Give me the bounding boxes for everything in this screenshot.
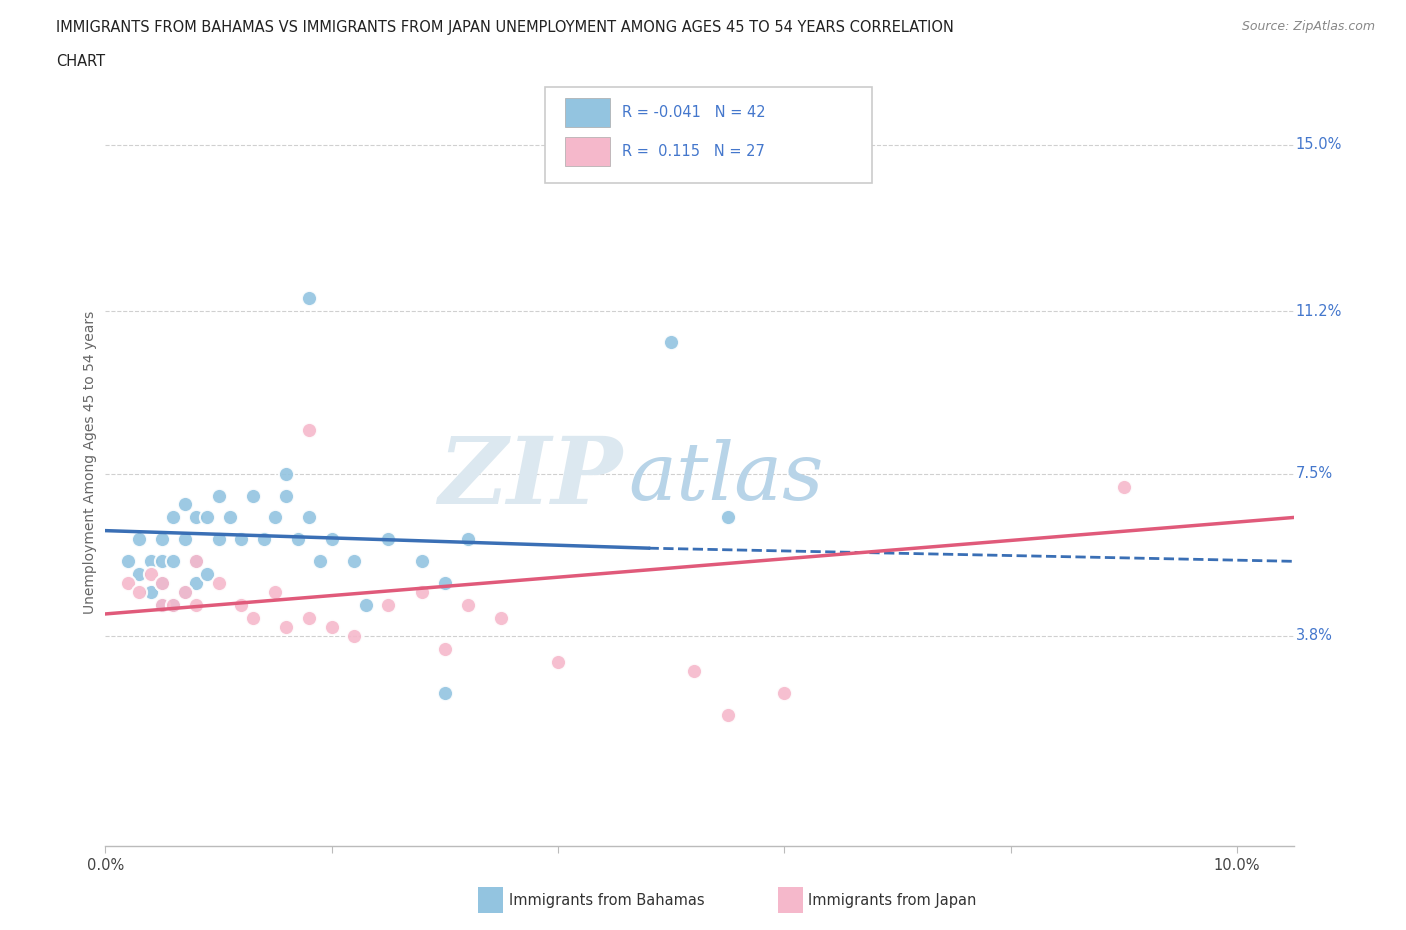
Point	[411, 554, 433, 569]
Point	[343, 629, 366, 644]
Point	[242, 611, 264, 626]
Point	[433, 642, 456, 657]
Point	[117, 554, 139, 569]
Point	[321, 619, 343, 634]
Text: atlas: atlas	[628, 439, 824, 517]
Point	[773, 685, 796, 700]
Text: 3.8%: 3.8%	[1296, 629, 1333, 644]
Point	[128, 585, 150, 600]
Point	[298, 611, 321, 626]
Point	[231, 532, 253, 547]
Point	[184, 576, 207, 591]
Point	[207, 488, 229, 503]
Text: IMMIGRANTS FROM BAHAMAS VS IMMIGRANTS FROM JAPAN UNEMPLOYMENT AMONG AGES 45 TO 5: IMMIGRANTS FROM BAHAMAS VS IMMIGRANTS FR…	[56, 20, 955, 35]
Point	[195, 567, 218, 582]
Point	[276, 619, 298, 634]
Point	[184, 598, 207, 613]
Point	[184, 554, 207, 569]
Point	[457, 598, 479, 613]
Point	[242, 488, 264, 503]
FancyBboxPatch shape	[565, 137, 610, 166]
Text: Immigrants from Bahamas: Immigrants from Bahamas	[509, 893, 704, 908]
Text: 11.2%: 11.2%	[1296, 304, 1343, 319]
Point	[128, 532, 150, 547]
Point	[219, 510, 242, 525]
Point	[139, 567, 162, 582]
Point	[298, 422, 321, 437]
Text: Source: ZipAtlas.com: Source: ZipAtlas.com	[1241, 20, 1375, 33]
Point	[298, 510, 321, 525]
Point	[717, 510, 740, 525]
Point	[377, 532, 399, 547]
Point	[231, 598, 253, 613]
Point	[264, 585, 287, 600]
Text: ZIP: ZIP	[439, 433, 623, 523]
Point	[411, 585, 433, 600]
FancyBboxPatch shape	[546, 86, 872, 182]
Point	[162, 554, 184, 569]
Point	[150, 598, 173, 613]
Text: CHART: CHART	[56, 54, 105, 69]
Point	[150, 598, 173, 613]
Text: R =  0.115   N = 27: R = 0.115 N = 27	[623, 143, 765, 159]
Point	[139, 554, 162, 569]
Point	[253, 532, 276, 547]
Point	[276, 466, 298, 481]
Text: 7.5%: 7.5%	[1296, 466, 1333, 481]
Point	[207, 576, 229, 591]
Text: Immigrants from Japan: Immigrants from Japan	[808, 893, 977, 908]
Point	[162, 598, 184, 613]
Point	[354, 598, 377, 613]
Point	[659, 335, 682, 350]
Point	[433, 685, 456, 700]
Point	[1112, 479, 1135, 494]
Point	[717, 708, 740, 723]
Point	[309, 554, 332, 569]
Point	[457, 532, 479, 547]
Point	[150, 576, 173, 591]
Point	[150, 554, 173, 569]
Point	[150, 532, 173, 547]
Point	[117, 576, 139, 591]
Y-axis label: Unemployment Among Ages 45 to 54 years: Unemployment Among Ages 45 to 54 years	[83, 311, 97, 615]
Point	[173, 585, 195, 600]
Point	[162, 510, 184, 525]
Point	[682, 663, 704, 678]
Point	[184, 554, 207, 569]
Point	[547, 655, 569, 670]
Point	[173, 585, 195, 600]
Point	[321, 532, 343, 547]
Point	[207, 532, 229, 547]
Point	[173, 532, 195, 547]
Point	[433, 576, 456, 591]
Point	[184, 510, 207, 525]
FancyBboxPatch shape	[565, 99, 610, 127]
Point	[128, 567, 150, 582]
Point	[195, 510, 218, 525]
Text: 15.0%: 15.0%	[1296, 138, 1343, 153]
Point	[276, 488, 298, 503]
Point	[173, 497, 195, 512]
Point	[139, 585, 162, 600]
Point	[343, 554, 366, 569]
Point	[162, 598, 184, 613]
Point	[150, 576, 173, 591]
Point	[287, 532, 309, 547]
Point	[377, 598, 399, 613]
Point	[298, 291, 321, 306]
Text: R = -0.041   N = 42: R = -0.041 N = 42	[623, 105, 766, 120]
Point	[264, 510, 287, 525]
Point	[491, 611, 513, 626]
